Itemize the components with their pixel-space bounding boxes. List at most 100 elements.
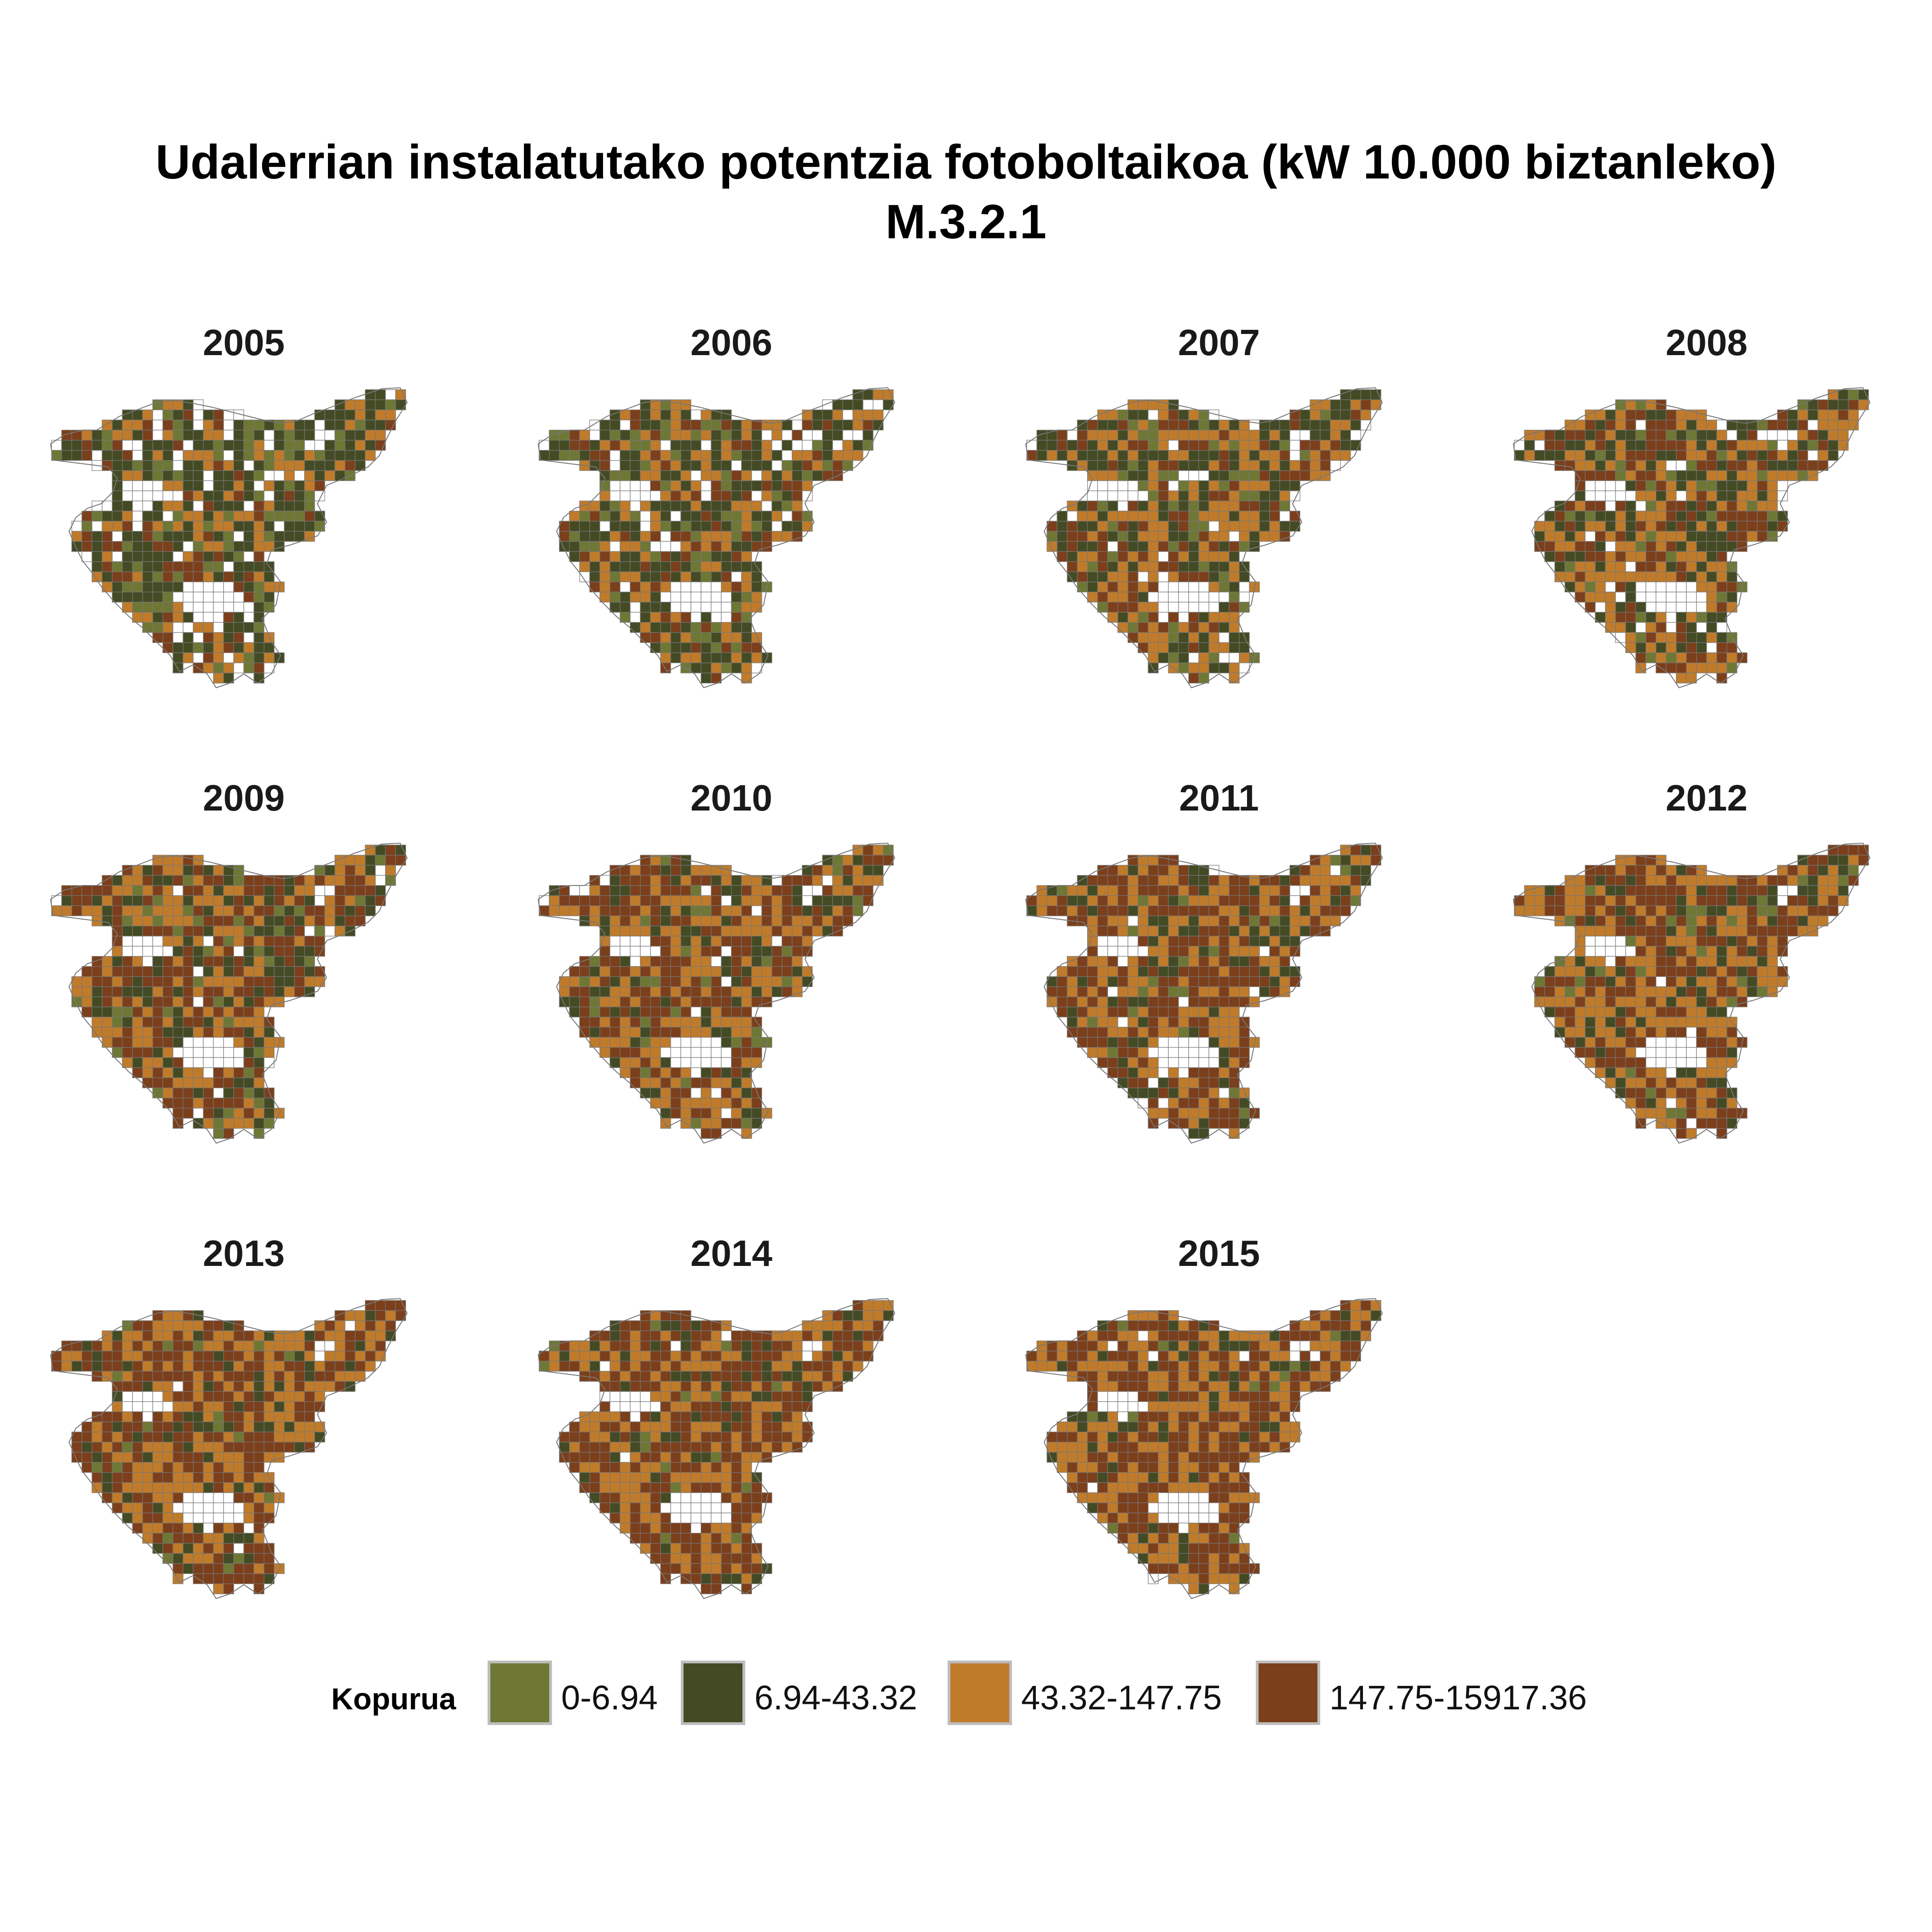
municipality [1219, 531, 1230, 542]
municipality [304, 956, 315, 967]
municipality [152, 571, 163, 582]
municipality [102, 460, 113, 471]
municipality [132, 1037, 143, 1048]
municipality [213, 1087, 224, 1098]
municipality [1625, 996, 1636, 1007]
municipality [142, 470, 153, 481]
municipality [203, 1340, 214, 1351]
municipality [142, 905, 153, 916]
municipality [1198, 521, 1209, 532]
municipality [142, 571, 153, 582]
municipality [832, 430, 843, 441]
municipality [1726, 531, 1737, 542]
municipality [193, 531, 204, 542]
municipality [741, 895, 752, 906]
municipality [274, 440, 285, 451]
municipality [751, 450, 762, 461]
municipality [701, 1027, 712, 1038]
municipality [1575, 1017, 1586, 1028]
municipality [1239, 1087, 1250, 1098]
municipality [701, 642, 712, 653]
municipality [1087, 440, 1098, 451]
municipality [1656, 956, 1667, 967]
municipality [1208, 470, 1219, 481]
municipality [162, 592, 173, 603]
municipality [1138, 551, 1149, 562]
municipality [1259, 450, 1270, 461]
municipality [233, 1340, 244, 1351]
municipality [832, 905, 843, 916]
municipality [1127, 865, 1138, 876]
municipality [660, 865, 671, 876]
municipality [1575, 460, 1586, 471]
municipality [1635, 612, 1646, 623]
municipality [132, 996, 143, 1007]
municipality [314, 450, 325, 461]
municipality [152, 1492, 163, 1503]
municipality [640, 1006, 651, 1018]
municipality [172, 420, 184, 431]
municipality [264, 511, 275, 522]
municipality [1198, 531, 1209, 542]
municipality [1188, 1098, 1199, 1109]
municipality [1219, 642, 1230, 653]
municipality [1736, 440, 1748, 451]
municipality [92, 976, 103, 987]
municipality [1595, 420, 1606, 431]
municipality [132, 875, 143, 886]
municipality [1148, 956, 1159, 967]
municipality [213, 1330, 224, 1341]
municipality [721, 1067, 732, 1078]
municipality [233, 541, 244, 552]
municipality [1229, 986, 1240, 997]
municipality [233, 1563, 244, 1574]
municipality [1077, 551, 1088, 562]
municipality [1595, 1037, 1606, 1048]
municipality [243, 905, 254, 916]
municipality [1117, 500, 1128, 512]
municipality [1370, 845, 1381, 856]
municipality [142, 1462, 153, 1473]
municipality [1838, 875, 1849, 886]
municipality [1615, 875, 1626, 886]
municipality [203, 885, 214, 896]
municipality [1706, 1077, 1717, 1088]
municipality [1087, 905, 1098, 916]
municipality [1656, 581, 1667, 592]
municipality [610, 592, 621, 603]
municipality [680, 1330, 691, 1341]
municipality [172, 1017, 184, 1028]
municipality [1188, 865, 1199, 876]
municipality [1706, 946, 1717, 957]
municipality [1605, 430, 1616, 441]
municipality [1554, 996, 1565, 1007]
municipality [264, 1442, 275, 1453]
municipality [1097, 602, 1108, 613]
municipality [1198, 996, 1209, 1007]
municipality [203, 1543, 214, 1554]
municipality [1097, 531, 1108, 542]
municipality [132, 1381, 143, 1392]
municipality [1686, 592, 1697, 603]
municipality [294, 531, 305, 542]
municipality [1138, 632, 1149, 643]
municipality [670, 460, 681, 471]
municipality [1046, 531, 1058, 542]
map-panel-2006: 2006 [520, 324, 943, 784]
municipality [660, 430, 671, 441]
municipality [1269, 490, 1280, 501]
municipality [812, 885, 823, 896]
region-outline [537, 387, 896, 689]
municipality [1198, 440, 1209, 451]
municipality [1097, 986, 1108, 997]
municipality [233, 1351, 244, 1362]
municipality [193, 470, 204, 481]
municipality [1208, 581, 1219, 592]
municipality [172, 895, 184, 906]
municipality [1716, 531, 1727, 542]
municipality [1817, 440, 1828, 451]
municipality [213, 420, 224, 431]
municipality [1168, 460, 1179, 471]
municipality [183, 470, 194, 481]
municipality [345, 1330, 356, 1341]
